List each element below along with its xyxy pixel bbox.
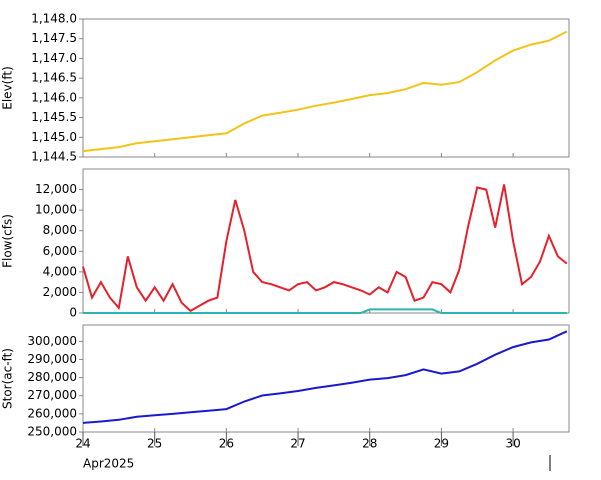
plot-frame (82, 18, 570, 158)
y-tick-label: 290,000 (27, 352, 77, 366)
y-tick-label: 1,146.5 (31, 71, 77, 85)
y-tick-label: 4,000 (43, 264, 77, 278)
data-line (83, 308, 567, 314)
y-tick-label: 1,147.0 (31, 51, 77, 65)
y-tick-label: 1,147.5 (31, 31, 77, 45)
x-caption: Apr2025 (83, 457, 134, 471)
data-line (82, 330, 568, 424)
y-axis-label: Elev(ft) (1, 66, 15, 109)
data-line (82, 30, 568, 153)
y-tick-label: 1,146.0 (31, 90, 77, 104)
y-tick-label: 1,148.0 (31, 12, 77, 26)
plot-frame (82, 168, 570, 314)
y-tick-label: 280,000 (27, 370, 77, 384)
y-tick-label: 300,000 (27, 334, 77, 348)
y-tick-label: 0 (69, 306, 77, 320)
y-tick-label: 12,000 (35, 182, 77, 196)
y-tick-label: 1,144.5 (31, 150, 77, 164)
y-tick-label: 1,145.0 (31, 130, 77, 144)
y-tick-label: 6,000 (43, 244, 77, 258)
x-tick-label: 29 (434, 437, 449, 451)
x-tick-label: 25 (147, 437, 162, 451)
y-tick-label: 8,000 (43, 223, 77, 237)
y-tick-label: 270,000 (27, 388, 77, 402)
x-tick-label: 28 (362, 437, 377, 451)
y-tick-label: 260,000 (27, 406, 77, 420)
x-tick-label: 26 (219, 437, 234, 451)
y-tick-label: 250,000 (27, 425, 77, 439)
y-tick-label: 2,000 (43, 285, 77, 299)
y-tick-label: 10,000 (35, 203, 77, 217)
y-axis-label: Flow(cfs) (1, 214, 15, 268)
data-line (82, 184, 568, 313)
x-tick-label: 27 (290, 437, 305, 451)
plot-frame (82, 324, 570, 433)
y-axis-label: Stor(ac-ft) (1, 348, 15, 409)
y-tick-label: 1,145.5 (31, 110, 77, 124)
x-tick-label: 30 (505, 437, 520, 451)
x-tick-label: 24 (75, 437, 90, 451)
